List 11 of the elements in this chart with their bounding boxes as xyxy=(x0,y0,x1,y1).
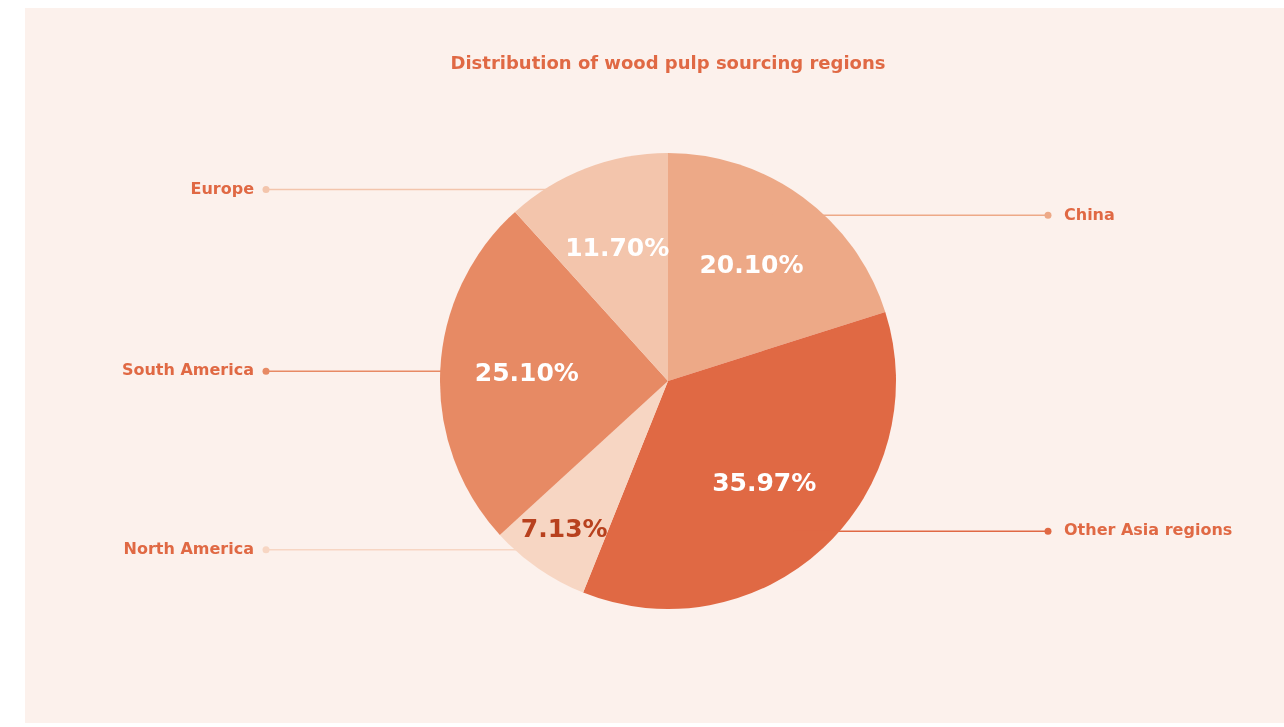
legend-label: Europe xyxy=(190,178,255,198)
data-label: 35.97% xyxy=(712,468,817,498)
data-label: 11.70% xyxy=(565,232,670,262)
chart-title: Distribution of wood pulp sourcing regions xyxy=(450,51,886,73)
data-label: 7.13% xyxy=(520,514,608,544)
data-label: 25.10% xyxy=(474,357,579,387)
legend-label: South America xyxy=(121,360,254,380)
legend-label: North America xyxy=(123,538,254,558)
data-label: 20.10% xyxy=(699,250,804,280)
slice-label: Other Asia regions xyxy=(1064,520,1233,540)
slice-label: China xyxy=(1064,204,1115,224)
